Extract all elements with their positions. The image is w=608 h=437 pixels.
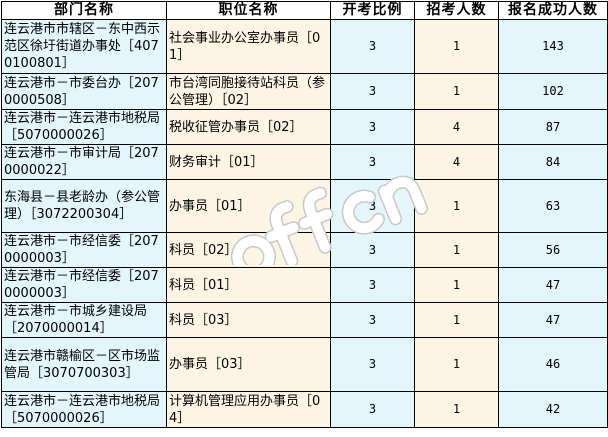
table-row: 连云港市－市审计局［2070000022］ 财务审计［01］ 3 4 84 <box>1 144 608 180</box>
ratio-cell: 3 <box>330 337 415 392</box>
recruit-cell: 1 <box>414 232 499 268</box>
recruit-cell: 1 <box>414 337 499 392</box>
success-cell: 42 <box>498 391 608 428</box>
success-cell: 143 <box>498 19 608 74</box>
ratio-cell: 3 <box>330 302 415 338</box>
success-cell: 56 <box>498 232 608 268</box>
position-cell: 市台湾同胞接待站科员（参公管理）［02］ <box>166 73 331 110</box>
recruit-cell: 1 <box>414 302 499 338</box>
header-ratio: 开考比例 <box>330 1 415 20</box>
header-recruit: 招考人数 <box>414 1 499 20</box>
table-row: 连云港市－市城乡建设局［2070000014］ 科员［03］ 3 1 47 <box>1 302 608 338</box>
ratio-cell: 3 <box>330 109 415 145</box>
ratio-cell: 3 <box>330 267 415 303</box>
ratio-cell: 3 <box>330 179 415 233</box>
table-row: 连云港市市辖区－东中西示范区徐圩街道办事处［4070100801］ 社会事业办公室… <box>1 19 608 74</box>
header-row: 部门名称 职位名称 开考比例 招考人数 报名成功人数 <box>1 1 608 20</box>
success-cell: 46 <box>498 337 608 392</box>
ratio-cell: 3 <box>330 73 415 110</box>
dept-cell: 连云港市－连云港市地税局［5070000026］ <box>1 109 167 145</box>
dept-cell: 连云港市－市审计局［2070000022］ <box>1 144 167 180</box>
table-row: 连云港市赣榆区－区市场监管局［3070700303］ 办事员［03］ 3 1 46 <box>1 337 608 392</box>
dept-cell: 连云港市－市城乡建设局［2070000014］ <box>1 302 167 338</box>
position-cell: 科员［01］ <box>166 267 331 303</box>
position-cell: 社会事业办公室办事员［01］ <box>166 19 331 74</box>
position-cell: 税收征管办事员［02］ <box>166 109 331 145</box>
table-row: 连云港市－连云港市地税局［5070000026］ 计算机管理应用办事员［04］ 3 1… <box>1 391 608 428</box>
ratio-cell: 3 <box>330 391 415 428</box>
header-dept: 部门名称 <box>1 1 167 20</box>
position-cell: 办事员［01］ <box>166 179 331 233</box>
recruit-cell: 1 <box>414 391 499 428</box>
recruit-cell: 1 <box>414 179 499 233</box>
ratio-cell: 3 <box>330 144 415 180</box>
dept-cell: 东海县－县老龄办（参公管理）［3072200304］ <box>1 179 167 233</box>
header-success: 报名成功人数 <box>498 1 608 20</box>
success-cell: 87 <box>498 109 608 145</box>
table-row: 连云港市－市委台办［2070000508］ 市台湾同胞接待站科员（参公管理）［02… <box>1 73 608 110</box>
table-row: 东海县－县老龄办（参公管理）［3072200304］ 办事员［01］ 3 1 63 <box>1 179 608 233</box>
recruit-cell: 1 <box>414 73 499 110</box>
ratio-cell: 3 <box>330 19 415 74</box>
position-cell: 科员［02］ <box>166 232 331 268</box>
dept-cell: 连云港市市辖区－东中西示范区徐圩街道办事处［4070100801］ <box>1 19 167 74</box>
table-row: 连云港市－连云港市地税局［5070000026］ 税收征管办事员［02］ 3 4 87 <box>1 109 608 145</box>
recruit-cell: 4 <box>414 144 499 180</box>
table-row: 连云港市－市经信委［2070000003］ 科员［01］ 3 1 47 <box>1 267 608 303</box>
positions-table: 部门名称 职位名称 开考比例 招考人数 报名成功人数 连云港市市辖区－东中西示范… <box>1 1 608 428</box>
dept-cell: 连云港市－市经信委［2070000003］ <box>1 232 167 268</box>
recruit-cell: 1 <box>414 19 499 74</box>
dept-cell: 连云港市－市经信委［2070000003］ <box>1 267 167 303</box>
success-cell: 63 <box>498 179 608 233</box>
position-cell: 办事员［03］ <box>166 337 331 392</box>
success-cell: 84 <box>498 144 608 180</box>
dept-cell: 连云港市赣榆区－区市场监管局［3070700303］ <box>1 337 167 392</box>
dept-cell: 连云港市－市委台办［2070000508］ <box>1 73 167 110</box>
success-cell: 47 <box>498 302 608 338</box>
success-cell: 102 <box>498 73 608 110</box>
dept-cell: 连云港市－连云港市地税局［5070000026］ <box>1 391 167 428</box>
recruit-cell: 1 <box>414 267 499 303</box>
table-row: 连云港市－市经信委［2070000003］ 科员［02］ 3 1 56 <box>1 232 608 268</box>
success-cell: 47 <box>498 267 608 303</box>
position-cell: 科员［03］ <box>166 302 331 338</box>
header-position: 职位名称 <box>166 1 331 20</box>
position-cell: 财务审计［01］ <box>166 144 331 180</box>
ratio-cell: 3 <box>330 232 415 268</box>
position-cell: 计算机管理应用办事员［04］ <box>166 391 331 428</box>
recruit-cell: 4 <box>414 109 499 145</box>
